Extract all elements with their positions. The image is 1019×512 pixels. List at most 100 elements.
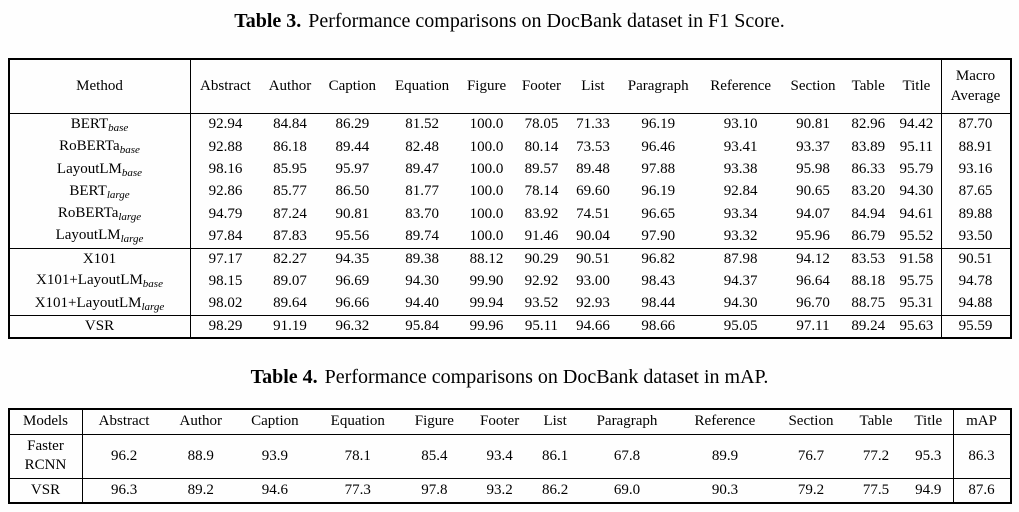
value-cell: 95.56 [335,227,370,244]
value-cell: 88.18 [851,272,886,289]
value-cell: 97.90 [641,227,676,244]
value-cell: 93.37 [796,138,830,155]
column-header: List [581,77,605,94]
column-header: Caption [328,77,377,94]
value-cell: 67.8 [613,447,641,464]
value-cell: 90.81 [796,116,830,133]
method-cell: RoBERTalarge [8,203,191,226]
table-row: Faster RCNN 96.2 88.9 93.9 78.1 85.4 93.4 86.1 67… [8,434,1011,479]
table-row: VSR 96.3 89.2 94.6 77.3 97.8 93.2 86.2 69.0 90.3 7… [8,478,1011,504]
value-cell: 94.9 [915,481,942,498]
value-cell: 84.94 [851,205,886,222]
value-cell: 94.88 [940,292,1011,316]
value-cell: 94.78 [940,270,1011,293]
value-cell: 100.0 [469,205,504,222]
value-cell: 90.04 [576,227,610,244]
value-cell: 93.52 [524,294,559,311]
value-cell: 89.48 [576,160,610,177]
map-table-head: Models Abstract Author Caption Equation Figur… [8,409,1011,435]
value-cell: 90.81 [335,205,370,222]
value-cell: 95.11 [524,317,559,334]
value-cell: 95.59 [940,315,1011,339]
value-cell: 87.24 [273,205,307,222]
method-cell: BERTlarge [8,180,191,204]
value-cell: 92.93 [576,294,610,311]
value-cell: 95.52 [899,227,934,244]
value-cell: 94.37 [723,272,758,289]
value-cell: 94.42 [899,116,934,133]
value-cell: 86.1 [541,447,569,464]
value-cell: 83.89 [851,138,886,155]
value-cell: 69.60 [576,183,610,200]
value-cell: 98.66 [641,317,676,334]
value-cell: 89.88 [940,203,1011,226]
method-cell: BERTbase [8,113,191,137]
value-cell: 77.2 [862,447,890,464]
table-row: BERTlarge 92.86 85.77 86.50 81.77 100.0 78.14 6… [8,180,1011,204]
value-cell: 89.64 [273,294,307,311]
value-cell: 99.94 [469,294,504,311]
value-cell: 82.27 [273,250,307,267]
column-header: Method [8,59,191,114]
value-cell: 99.90 [469,272,504,289]
value-cell: 91.19 [273,317,307,334]
value-cell: 92.86 [208,183,243,200]
value-cell: 82.96 [851,116,886,133]
value-cell: 71.33 [576,116,610,133]
table-row: LayoutLMlarge 97.84 87.83 95.56 89.74 100.0 91… [8,225,1011,249]
value-cell: 98.16 [208,160,243,177]
value-cell: 96.82 [641,250,676,267]
value-cell: 79.2 [797,481,825,498]
table-row: X101 97.17 82.27 94.35 89.38 88.12 90.29 90.51 9… [8,248,1011,271]
column-header: mAP [952,409,1011,435]
column-header: Paragraph [627,77,689,94]
value-cell: 87.65 [940,180,1011,204]
value-cell: 96.46 [641,138,676,155]
header-row: Models Abstract Author Caption Equation Figur… [8,409,1011,435]
value-cell: 95.96 [796,227,830,244]
value-cell: 74.51 [576,205,610,222]
value-cell: 87.70 [940,113,1011,137]
column-header: Equation [330,413,385,430]
value-cell: 76.7 [797,447,825,464]
table-row: RoBERTalarge 94.79 87.24 90.81 83.70 100.0 83.… [8,203,1011,226]
value-cell: 98.43 [641,272,676,289]
value-cell: 89.24 [851,317,886,334]
value-cell: 94.07 [796,205,830,222]
value-cell: 90.3 [711,481,739,498]
value-cell: 89.47 [405,160,439,177]
column-header: Abstract [98,413,150,430]
value-cell: 96.19 [641,116,676,133]
table-row: LayoutLMbase 98.16 85.95 95.97 89.47 100.0 89.… [8,158,1011,181]
method-cell: Faster RCNN [8,434,83,479]
value-cell: 93.32 [723,227,758,244]
column-header: Footer [480,413,520,430]
value-cell: 91.46 [524,227,559,244]
column-header: Table [851,77,885,94]
method-subscript: large [106,188,130,201]
table4-caption: Table 4. Performance comparisons on DocBa… [0,339,1019,389]
column-header: Table [859,413,893,430]
table-row: RoBERTabase 92.88 86.18 89.44 82.48 100.0 80.1… [8,136,1011,159]
value-cell: 88.75 [851,294,886,311]
value-cell: 89.9 [711,447,739,464]
table-row: BERTbase 92.94 84.84 86.29 81.52 100.0 78.05 71… [8,113,1011,137]
value-cell: 87.83 [273,227,307,244]
value-cell: 96.70 [796,294,830,311]
value-cell: 98.44 [641,294,676,311]
value-cell: 96.2 [110,447,138,464]
value-cell: 73.53 [576,138,610,155]
value-cell: 95.05 [723,317,758,334]
method-subscript: base [142,278,163,291]
value-cell: 83.53 [851,250,886,267]
value-cell: 95.11 [899,138,933,155]
value-cell: 94.30 [899,183,934,200]
value-cell: 96.32 [335,317,370,334]
value-cell: 93.2 [486,481,513,498]
value-cell: 100.0 [469,138,504,155]
header-row: Method Abstract Author Caption Equation Figur… [8,59,1011,114]
value-cell: 93.10 [723,116,758,133]
value-cell: 94.30 [723,294,758,311]
value-cell: 94.35 [335,250,370,267]
f1-score-table-head: Method Abstract Author Caption Equation Figur… [8,59,1011,114]
